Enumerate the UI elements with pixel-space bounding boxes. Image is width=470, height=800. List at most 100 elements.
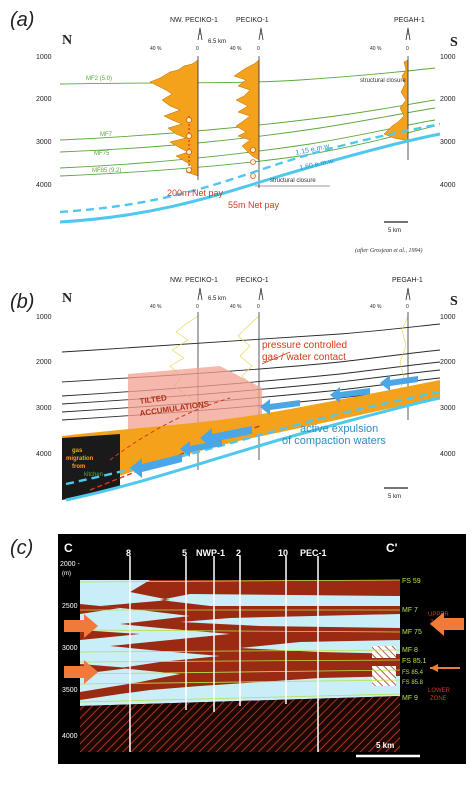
panel-a-pct-2: 40 % xyxy=(230,46,242,52)
panel-b-tilted-zone xyxy=(128,366,262,436)
panel-b-migration-path xyxy=(89,425,261,491)
panel-a-zero-3: 0 xyxy=(406,46,409,52)
panel-c-hatch-box-1 xyxy=(372,646,396,658)
panel-a-horizon-mf2: MF2 (5.0) xyxy=(86,76,112,82)
panel-c-well-nwp1: NWP-1 xyxy=(196,548,225,558)
panel-c-well-10: 10 xyxy=(278,548,288,558)
panel-b-south: S xyxy=(450,294,458,309)
panel-c-lower-zone-1: LOWER xyxy=(428,688,451,694)
panel-c-basement xyxy=(80,696,400,752)
panel-c-depth-2500: 2500 xyxy=(62,603,78,610)
arrow-right-icon xyxy=(64,614,98,684)
panel-c-wells xyxy=(129,556,319,752)
panel-a-horizon-mf85: MF85 (9.2) xyxy=(92,168,121,174)
panel-a-depth-3000-r: 3000 xyxy=(440,139,456,146)
panel-a-net-pay-1: 200m Net pay xyxy=(167,188,224,198)
panel-c-scale: 5 km xyxy=(376,741,394,750)
panel-a-scale: 5 km xyxy=(388,228,401,234)
panel-a-net-pay-2: 55m Net pay xyxy=(228,200,280,210)
panel-a-depth-1000: 1000 xyxy=(36,54,52,61)
panel-c-label: (c) xyxy=(10,537,33,559)
panel-b-depth-3000-r: 3000 xyxy=(440,405,456,412)
panel-b-pct-2: 40 % xyxy=(230,304,242,310)
panel-c-horizon-mf9: MF 9 xyxy=(402,695,418,702)
panel-b-spacing: 6.5 km xyxy=(208,296,226,302)
panel-b-migration-3: from xyxy=(72,464,85,470)
derrick-icon xyxy=(197,27,411,41)
panel-c-right-end: C' xyxy=(386,541,398,555)
panel-b-zero-3: 0 xyxy=(406,304,409,310)
panel-b-kitchen-label: kitchen xyxy=(84,472,103,478)
panel-b-migration-path-2 xyxy=(109,397,231,461)
panel-a-log-pegah xyxy=(383,59,409,143)
panel-b-well-2: PECIKO-1 xyxy=(236,277,269,284)
panel-b-scale: 5 km xyxy=(388,494,401,500)
panel-c-lower-zone-2: ZONE xyxy=(430,696,447,702)
panel-a-well-1: NW. PECIKO-1 xyxy=(170,17,218,24)
panel-b-expulsion-1: active expulsion xyxy=(300,423,378,435)
panel-a-well-3: PEGAH-1 xyxy=(394,17,425,24)
panel-b-annotation-2: gas / water contact xyxy=(262,352,346,363)
panel-c-horizon-fs59: FS 59 xyxy=(402,578,421,585)
panel-a-pct-1: 40 % xyxy=(150,46,162,52)
panel-b-zero-1: 0 xyxy=(196,304,199,310)
panel-c-horizon-fs854: FS 85.4 xyxy=(402,670,424,676)
panel-a-label: (a) xyxy=(10,9,34,31)
panel-b-depth-2000-r: 2000 xyxy=(440,359,456,366)
panel-c-depth-3000: 3000 xyxy=(62,645,78,652)
panel-b-reservoir xyxy=(62,380,440,494)
panel-c-well-8: 8 xyxy=(126,548,131,558)
panel-c-depth-3500: 3500 xyxy=(62,687,78,694)
panel-b-pct-1: 40 % xyxy=(150,304,162,310)
panel-a-well-2: PECIKO-1 xyxy=(236,17,269,24)
panel-b-depth-1000: 1000 xyxy=(36,314,52,321)
panel-c-well-pec1: PEC-1 xyxy=(300,548,327,558)
panel-a-closure-top: structural closure xyxy=(360,78,406,84)
panel-b-label: (b) xyxy=(10,291,34,313)
panel-a-depth-4000: 4000 xyxy=(36,182,52,189)
panel-a-depth-2000-r: 2000 xyxy=(440,96,456,103)
panel-b-depth-1000-r: 1000 xyxy=(440,314,456,321)
panel-c-horizon-fs851: FS 85.1 xyxy=(402,658,427,665)
panel-a-emw-115 xyxy=(59,122,441,214)
panel-a-log-peciko xyxy=(233,59,260,161)
panel-a-horizon-mf75: MF75 xyxy=(94,151,110,157)
panel-c-depth-unit: (m) xyxy=(62,571,71,577)
panel-a-south: S xyxy=(450,35,458,50)
panel-a-depth-4000-r: 4000 xyxy=(440,182,456,189)
panel-b-annotation-leader xyxy=(261,351,291,365)
arrow-left-icon xyxy=(430,612,464,636)
panel-b-migration-2: migration xyxy=(66,456,94,462)
panel-b-well-3: PEGAH-1 xyxy=(392,277,423,284)
panel-a-spacing: 6.5 km xyxy=(208,39,226,45)
panel-b-zero-2: 0 xyxy=(257,304,260,310)
panel-b: (b) N S NW. PECIKO-1 PECIKO-1 PEGAH-1 6.… xyxy=(10,277,458,502)
panel-b-pct-3: 40 % xyxy=(370,304,382,310)
panel-a-emw-160 xyxy=(59,132,441,224)
panel-c-left-end: C xyxy=(64,541,73,555)
panel-a-citation: (after Grosjean et al., 1994) xyxy=(355,247,422,254)
panel-c-depth-top: 2000 - xyxy=(60,561,81,568)
panel-b-depth-4000-r: 4000 xyxy=(440,451,456,458)
panel-b-depth-3000: 3000 xyxy=(36,405,52,412)
panel-c-depth-4000: 4000 xyxy=(62,733,78,740)
panel-c-pointer-head xyxy=(430,664,438,672)
panel-b-migration-1: gas xyxy=(72,448,83,454)
panel-c-upper-zone-1: UPPER xyxy=(428,612,449,618)
panel-a-log-nwpeciko xyxy=(149,59,199,177)
water-expulsion-arrows xyxy=(130,375,418,478)
panel-a: (a) N S NW. PECIKO-1 PECIKO-1 PEGAH-1 6.… xyxy=(10,9,458,254)
panel-c-horizon-mf75: MF 75 xyxy=(402,629,422,636)
panel-a-emw-1-label: 1.15 e.m.w. xyxy=(295,143,332,157)
panel-c-horizon-mf8: MF 8 xyxy=(402,647,418,654)
panel-a-depth-2000: 2000 xyxy=(36,96,52,103)
panel-c-horizon-fs858: FS 85.8 xyxy=(402,680,424,686)
panel-a-emw-2-label: 1.60 e.m.w. xyxy=(299,158,336,172)
panel-c-horizon-mf7: MF 7 xyxy=(402,607,418,614)
derrick-icon xyxy=(197,287,411,301)
panel-a-horizon-mf7: MF7 xyxy=(100,132,113,138)
panel-a-depth-3000: 3000 xyxy=(36,139,52,146)
panel-b-pressure-solid xyxy=(65,396,441,502)
panel-b-tilted-1: TILTED xyxy=(139,393,168,406)
